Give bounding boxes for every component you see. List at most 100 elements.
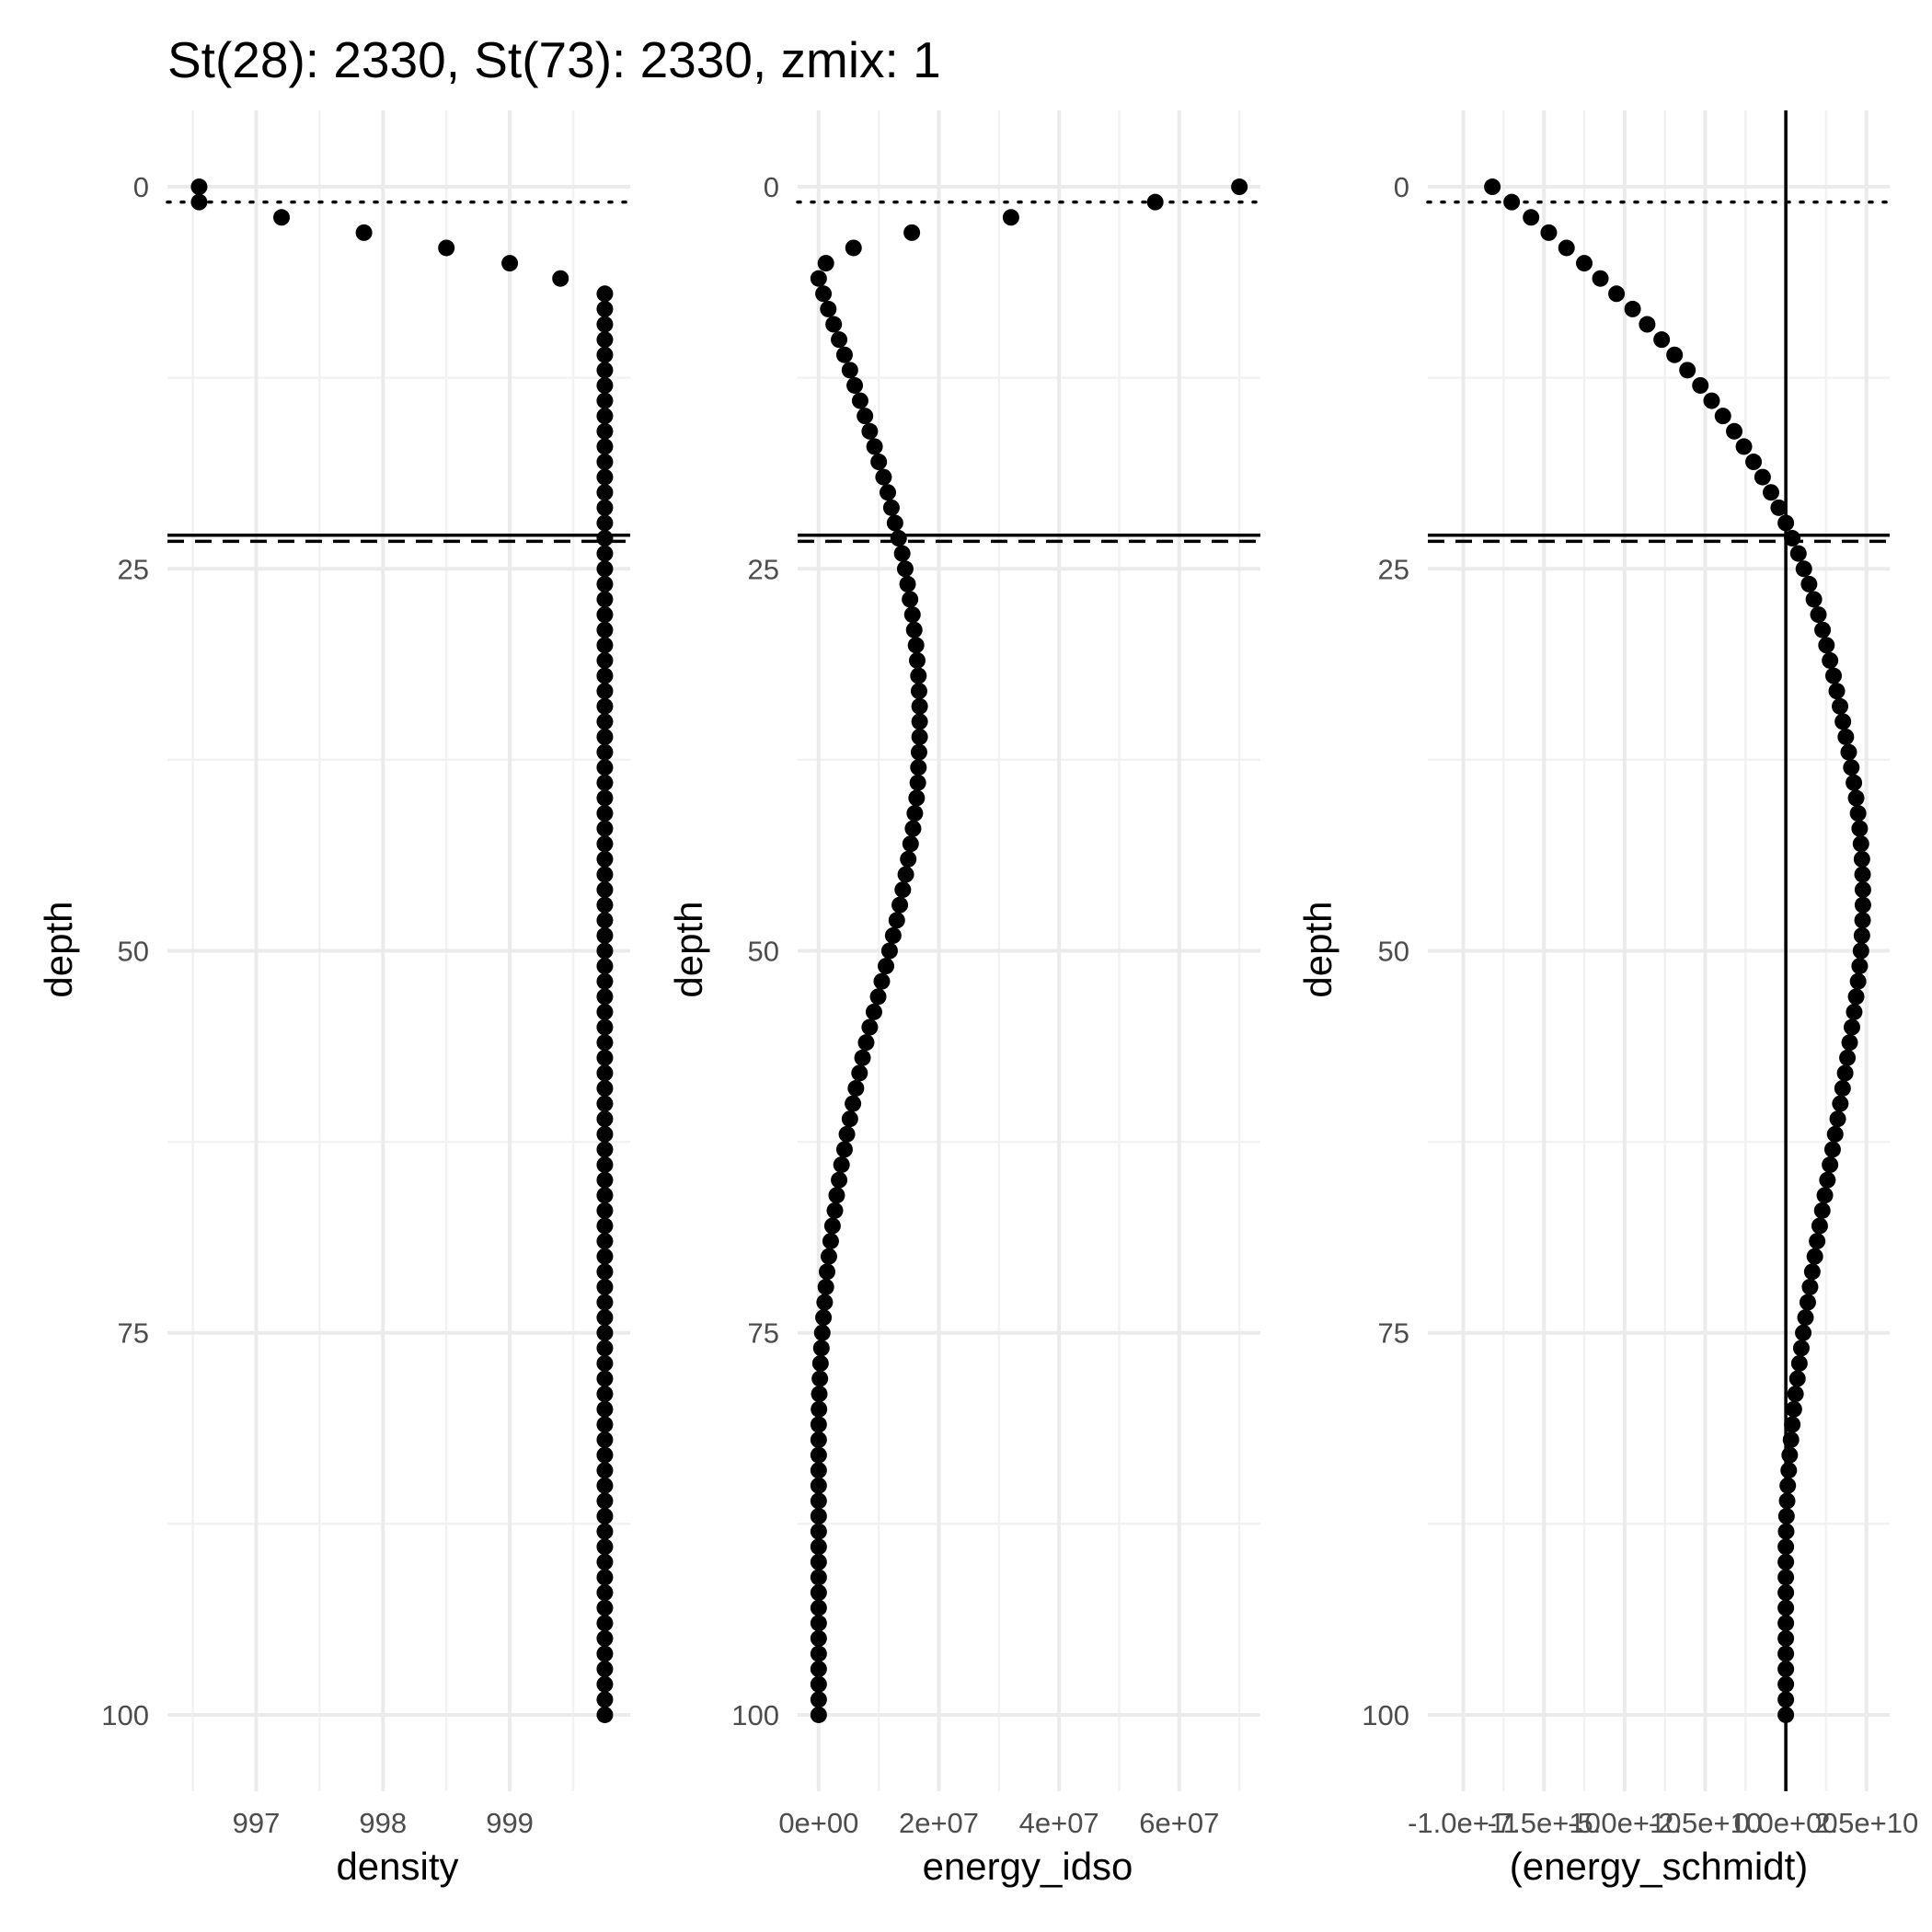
data-point [1624, 300, 1641, 317]
data-point [596, 422, 614, 440]
data-point [1846, 774, 1863, 791]
data-point [596, 896, 614, 914]
data-point [861, 422, 879, 440]
data-point [810, 270, 827, 287]
data-point [1851, 820, 1869, 837]
data-point [1714, 408, 1731, 425]
data-point [596, 926, 614, 944]
data-point [596, 1079, 614, 1097]
panel-energy-schmidt: (energy_schmidt) depth 0 25 50 75 100 -1.0e+1… [1296, 110, 1918, 1888]
energy-schmidt-x-tick-label: -7.5e+10 [1488, 1807, 1601, 1839]
data-point [902, 835, 919, 853]
data-point [811, 1386, 828, 1403]
data-point [816, 1294, 834, 1311]
data-point [1805, 591, 1823, 608]
data-point [596, 988, 614, 1006]
data-point [1854, 912, 1871, 929]
data-point [596, 1446, 614, 1464]
data-point [866, 438, 883, 455]
data-point [1814, 621, 1832, 638]
data-point [897, 866, 914, 883]
panel-energy-idso: energy_idso depth 0 25 50 75 100 0e+00 2e+07 4e… [667, 110, 1262, 1888]
data-point [851, 1064, 868, 1082]
data-point [1840, 743, 1857, 761]
data-point [906, 805, 924, 822]
data-point [596, 499, 614, 516]
data-point [1847, 988, 1865, 1006]
data-point [596, 683, 614, 700]
data-point [596, 774, 614, 791]
data-point [1679, 362, 1696, 379]
data-point [833, 1156, 850, 1174]
data-point [1849, 972, 1867, 990]
data-point [596, 958, 614, 975]
data-point [596, 1125, 614, 1143]
data-point [908, 789, 926, 807]
data-point [813, 1324, 831, 1341]
data-point [811, 1370, 829, 1387]
data-point [1829, 1110, 1846, 1128]
data-point [1854, 896, 1871, 914]
data-point [596, 1675, 614, 1693]
data-point [596, 1263, 614, 1281]
data-point [890, 530, 907, 547]
energy-idso-y-tick-label: 0 [764, 171, 779, 203]
data-point [596, 1171, 614, 1189]
data-point [857, 408, 874, 425]
data-point [1819, 1171, 1836, 1189]
panel-density-ylabel: depth [37, 901, 80, 997]
data-point [596, 637, 614, 654]
density-x-tick-label: 997 [233, 1807, 281, 1839]
data-point [1777, 1691, 1795, 1708]
data-point [1843, 1018, 1860, 1036]
energy-schmidt-y-tick-label: 50 [1378, 936, 1409, 968]
data-point [501, 255, 519, 272]
data-point [875, 468, 892, 486]
energy-idso-x-tick-label: 2e+07 [899, 1807, 979, 1839]
data-point [596, 1217, 614, 1235]
data-point [596, 743, 614, 761]
data-point [596, 621, 614, 638]
data-point [1799, 1294, 1816, 1311]
data-point [1853, 926, 1870, 944]
data-point [596, 1431, 614, 1448]
data-point [1146, 193, 1164, 211]
data-point [810, 1599, 827, 1616]
data-point [810, 1523, 827, 1540]
data-point [596, 881, 614, 899]
panel-energy-schmidt-xlabel: (energy_schmidt) [1510, 1845, 1808, 1888]
data-point [900, 850, 917, 868]
data-point [596, 1492, 614, 1510]
data-point [596, 285, 614, 303]
data-point [854, 1049, 871, 1066]
data-point [1639, 316, 1656, 333]
data-point [822, 1233, 839, 1250]
data-point [596, 1645, 614, 1662]
data-point [1836, 1064, 1854, 1082]
data-point [596, 789, 614, 807]
data-point [596, 560, 614, 578]
data-point [596, 1278, 614, 1295]
data-point [596, 1324, 614, 1341]
data-point [596, 362, 614, 379]
data-point [891, 896, 909, 914]
data-point [1813, 1202, 1831, 1219]
data-point [596, 1294, 614, 1311]
data-point [596, 1034, 614, 1052]
data-point [596, 1141, 614, 1158]
data-point [1778, 1492, 1796, 1510]
data-point [596, 1462, 614, 1479]
data-point [1770, 499, 1788, 516]
data-point [1839, 1049, 1857, 1066]
data-point [1832, 1095, 1849, 1112]
data-point [817, 255, 834, 272]
data-point [596, 1354, 614, 1372]
data-point [847, 1079, 865, 1097]
data-point [819, 1263, 836, 1281]
data-point [810, 1553, 827, 1570]
data-point [861, 1018, 879, 1036]
data-point [1777, 1584, 1795, 1602]
data-point [1576, 255, 1593, 272]
energy-schmidt-x-tick-label: -2.5e+10 [1649, 1807, 1762, 1839]
